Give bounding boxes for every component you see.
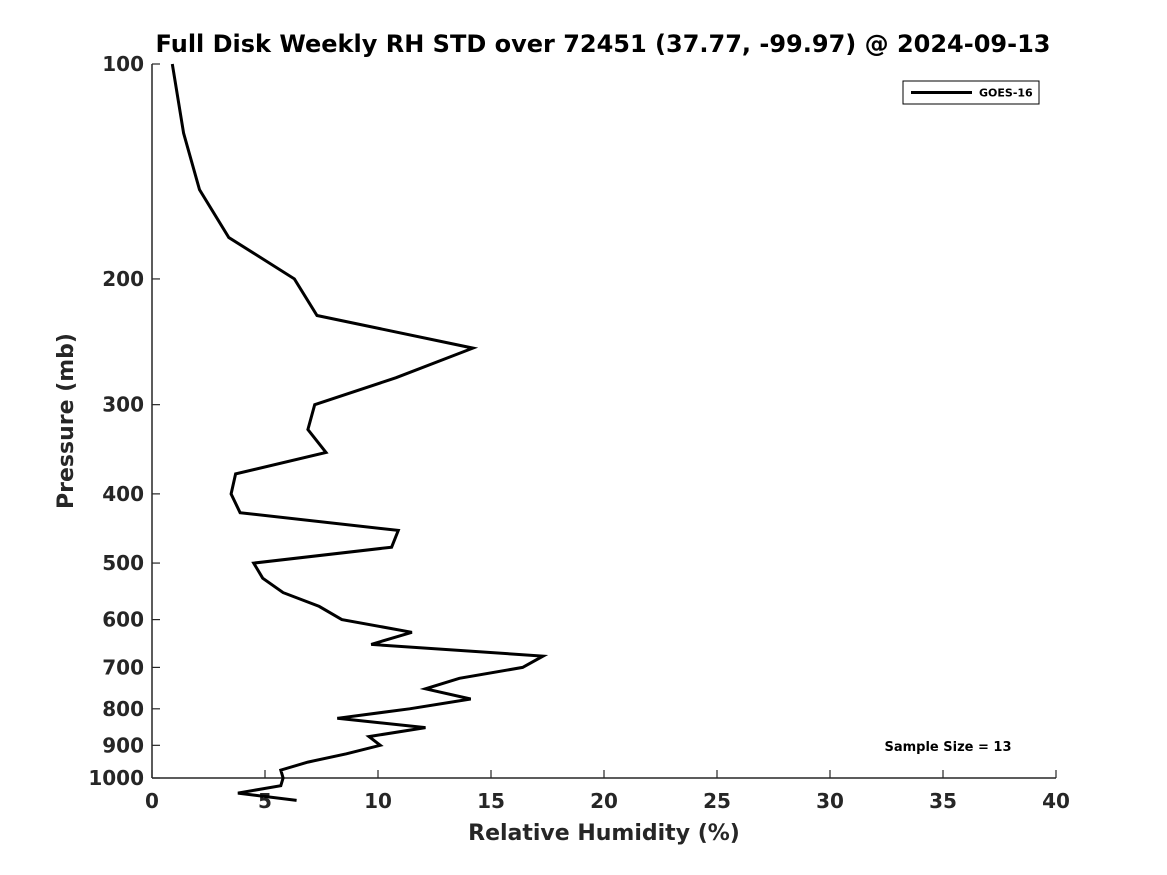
y-tick-label: 400 bbox=[102, 482, 144, 506]
x-tick-label: 35 bbox=[929, 789, 957, 813]
axes bbox=[151, 64, 1056, 779]
sample-size-annotation: Sample Size = 13 bbox=[884, 740, 1011, 755]
x-tick-label: 20 bbox=[590, 789, 618, 813]
x-tick-label: 5 bbox=[258, 789, 272, 813]
legend-label-goes-16: GOES-16 bbox=[979, 87, 1033, 100]
x-axis-label: Relative Humidity (%) bbox=[468, 821, 740, 846]
y-axis-label: Pressure (mb) bbox=[54, 333, 79, 509]
series-layer bbox=[170, 63, 549, 802]
legend: GOES-16 bbox=[902, 80, 1040, 105]
y-tick-label: 200 bbox=[102, 267, 144, 291]
y-tick-label: 100 bbox=[102, 52, 144, 76]
x-tick-label: 30 bbox=[816, 789, 844, 813]
y-tick-label: 900 bbox=[102, 733, 144, 757]
series-line-goes-16 bbox=[170, 63, 549, 802]
x-tick-label: 40 bbox=[1042, 789, 1070, 813]
x-tick-label: 15 bbox=[477, 789, 505, 813]
x-tick-label: 10 bbox=[364, 789, 392, 813]
x-tick-label: 0 bbox=[145, 789, 159, 813]
y-ticks: 100 200 300 400 500 600 700 800 900 1000 bbox=[88, 52, 160, 790]
y-tick-label: 300 bbox=[102, 393, 144, 417]
x-ticks: 0 5 10 15 20 25 30 35 40 bbox=[145, 770, 1070, 813]
y-tick-label: 1000 bbox=[88, 766, 144, 790]
y-tick-label: 700 bbox=[102, 655, 144, 679]
chart-title: Full Disk Weekly RH STD over 72451 (37.7… bbox=[156, 30, 1051, 58]
x-tick-label: 25 bbox=[703, 789, 731, 813]
y-tick-label: 600 bbox=[102, 608, 144, 632]
y-tick-label: 800 bbox=[102, 697, 144, 721]
y-tick-label: 500 bbox=[102, 551, 144, 575]
